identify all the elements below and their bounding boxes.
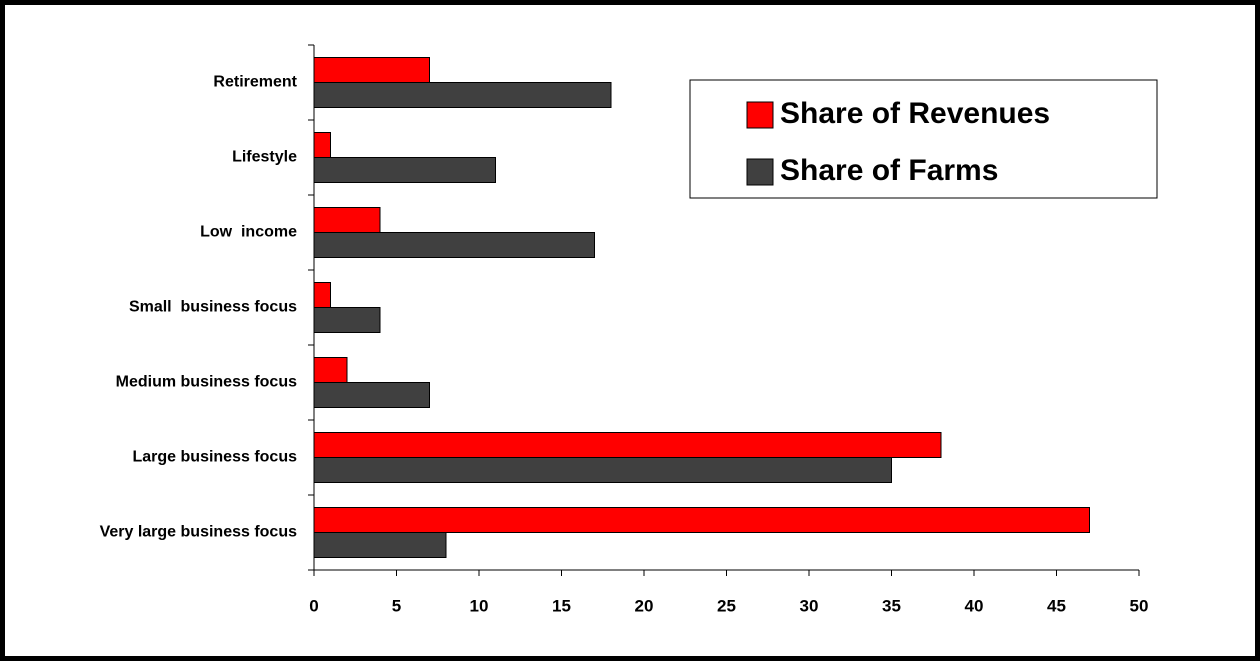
bar <box>313 82 612 108</box>
y-tick-label: Low income <box>200 224 297 241</box>
x-tick-label: 10 <box>470 596 489 615</box>
y-tick-label: Large business focus <box>133 449 298 466</box>
y-tick-label: Lifestyle <box>232 149 297 166</box>
legend-label: Share of Revenues <box>780 97 1050 130</box>
bar <box>313 232 595 258</box>
bar <box>313 157 496 183</box>
bar <box>313 307 381 333</box>
bar <box>313 432 942 458</box>
bar <box>313 207 381 233</box>
y-tick-label: Very large business focus <box>100 524 298 541</box>
x-tick-label: 30 <box>800 596 819 615</box>
x-tick-label: 5 <box>392 596 401 615</box>
y-tick-label: Medium business focus <box>116 374 297 391</box>
x-tick-label: 25 <box>717 596 736 615</box>
bar <box>313 132 331 158</box>
x-tick-label: 50 <box>1130 596 1149 615</box>
x-tick-label: 35 <box>882 596 901 615</box>
y-tick-label: Small business focus <box>129 299 297 316</box>
legend-swatch <box>746 158 774 186</box>
legend-label: Share of Farms <box>780 154 998 187</box>
bar <box>313 57 430 83</box>
x-tick-label: 40 <box>965 596 984 615</box>
bar <box>313 532 447 558</box>
bar <box>313 357 348 383</box>
bar <box>313 282 331 308</box>
x-tick-label: 20 <box>635 596 654 615</box>
legend-swatch <box>746 101 774 129</box>
bar <box>313 507 1090 533</box>
y-tick-label: Retirement <box>213 74 297 91</box>
bar <box>313 382 430 408</box>
bar <box>313 457 892 483</box>
x-tick-label: 0 <box>309 596 318 615</box>
x-tick-label: 45 <box>1047 596 1066 615</box>
x-tick-label: 15 <box>552 596 571 615</box>
